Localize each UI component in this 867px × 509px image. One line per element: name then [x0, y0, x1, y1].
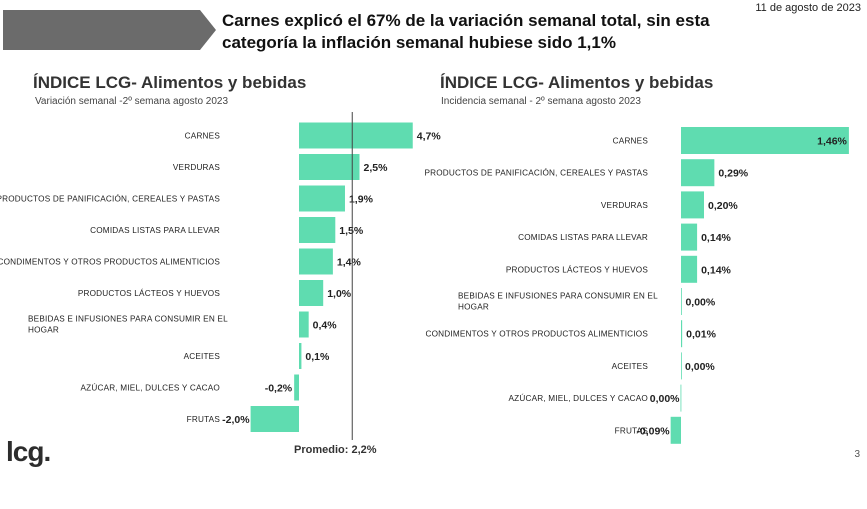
left-category-label: AZÚCAR, MIEL, DULCES Y CACAO [80, 383, 220, 393]
left-value-label: 4,7% [417, 131, 442, 143]
left-bar [299, 217, 336, 243]
right-bar [681, 320, 683, 348]
left-category-label: PRODUCTOS DE PANIFICACIÓN, CEREALES Y PA… [0, 194, 220, 204]
left-category-label: BEBIDAS E INFUSIONES PARA CONSUMIR EN EL… [28, 315, 228, 335]
right-category-label: BEBIDAS E INFUSIONES PARA CONSUMIR EN EL… [458, 292, 658, 312]
left-category-label: CARNES [185, 132, 221, 141]
right-category-label: CARNES [613, 137, 649, 146]
right-chart-subtitle: Incidencia semanal - 2º semana agosto 20… [441, 96, 641, 107]
right-category-label: AZÚCAR, MIEL, DULCES Y CACAO [508, 393, 648, 403]
page-number: 3 [854, 449, 860, 460]
right-value-label: 1,46% [817, 136, 847, 148]
left-chart-subtitle: Variación semanal -2º semana agosto 2023 [35, 96, 229, 107]
left-category-label: FRUTAS [187, 415, 221, 424]
right-value-label: 0,00% [650, 393, 680, 405]
left-value-label: -2,0% [222, 414, 250, 426]
right-value-label: -0,09% [636, 425, 670, 437]
right-bar [681, 352, 682, 380]
right-value-label: 0,20% [708, 200, 738, 212]
left-value-label: -0,2% [265, 383, 293, 395]
headline-line-1: Carnes explicó el 67% de la variación se… [222, 11, 710, 30]
lcg-logo: lcg. [6, 436, 51, 467]
headline: Carnes explicó el 67% de la variación se… [222, 10, 762, 54]
right-value-label: 0,00% [685, 297, 715, 309]
left-category-label: ACEITES [184, 352, 221, 361]
right-bar [681, 127, 849, 154]
right-category-label: PRODUCTOS LÁCTEOS Y HUEVOS [506, 264, 648, 274]
left-bar [299, 311, 309, 338]
right-bar [681, 159, 715, 187]
average-label: Promedio: 2,2% [294, 444, 377, 456]
left-bar [299, 343, 302, 369]
right-category-label: CONDIMENTOS Y OTROS PRODUCTOS ALIMENTICI… [425, 330, 648, 339]
left-value-label: 1,0% [327, 288, 352, 300]
right-chart-title: ÍNDICE LCG- Alimentos y bebidas [440, 73, 714, 92]
report-date: 11 de agosto de 2023 [755, 2, 861, 14]
left-value-label: 0,4% [313, 320, 338, 332]
right-bar [670, 416, 681, 444]
left-chart-title: ÍNDICE LCG- Alimentos y bebidas [33, 73, 307, 92]
right-value-label: 0,01% [686, 329, 716, 341]
left-value-label: 2,5% [364, 162, 389, 174]
right-category-label: PRODUCTOS DE PANIFICACIÓN, CEREALES Y PA… [424, 168, 648, 178]
right-value-label: 0,14% [701, 232, 731, 244]
right-category-label: COMIDAS LISTAS PARA LLEVAR [518, 233, 648, 242]
right-category-label: VERDURAS [601, 201, 648, 210]
left-bar [299, 122, 413, 149]
right-bar [681, 191, 704, 219]
left-category-label: CONDIMENTOS Y OTROS PRODUCTOS ALIMENTICI… [0, 258, 220, 267]
right-value-label: 0,14% [701, 264, 731, 276]
left-bar [294, 374, 299, 401]
right-value-label: 0,29% [718, 168, 748, 180]
left-bar [299, 154, 360, 180]
left-value-label: 1,9% [349, 194, 374, 206]
left-bar [299, 248, 333, 275]
left-bar [250, 406, 299, 432]
left-category-label: PRODUCTOS LÁCTEOS Y HUEVOS [78, 288, 220, 298]
right-value-label: 0,00% [685, 361, 715, 373]
left-value-label: 1,5% [339, 225, 364, 237]
right-category-label: ACEITES [612, 362, 649, 371]
right-bar [681, 288, 682, 315]
headline-line-2: categoría la inflación semanal hubiese s… [222, 33, 616, 52]
left-category-label: VERDURAS [173, 163, 220, 172]
right-category-label: FRUTAS [615, 426, 649, 435]
left-bar [299, 280, 324, 306]
left-value-label: 0,1% [305, 351, 330, 363]
headline-banner [3, 10, 216, 50]
right-bar [681, 223, 698, 251]
left-value-label: 1,4% [337, 257, 362, 269]
right-bar [681, 255, 698, 283]
right-bar [680, 384, 682, 412]
left-bar [299, 185, 345, 212]
left-category-label: COMIDAS LISTAS PARA LLEVAR [90, 226, 220, 235]
